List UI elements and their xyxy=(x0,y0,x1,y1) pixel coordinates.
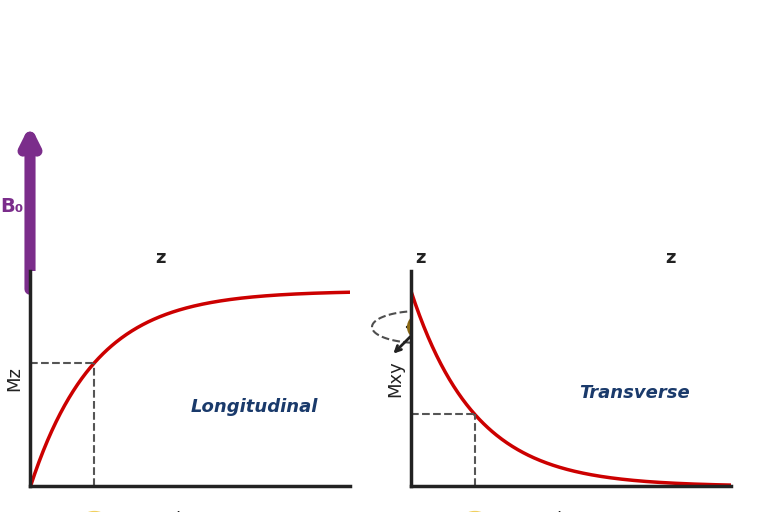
Text: RF pulse: RF pulse xyxy=(205,449,265,463)
Circle shape xyxy=(408,315,432,339)
Polygon shape xyxy=(545,306,583,334)
Text: z: z xyxy=(415,249,425,267)
Text: B₀: B₀ xyxy=(0,198,24,217)
Text: Longitudinal: Longitudinal xyxy=(190,398,318,416)
Y-axis label: Mxy: Mxy xyxy=(386,360,404,397)
X-axis label: time: time xyxy=(550,511,591,512)
Polygon shape xyxy=(295,306,333,334)
Text: M$_z$: M$_z$ xyxy=(629,288,652,307)
Circle shape xyxy=(148,315,172,339)
Text: z: z xyxy=(154,249,165,267)
Text: z: z xyxy=(665,249,675,267)
Y-axis label: Mz: Mz xyxy=(5,367,24,391)
Text: ω=ω₀: ω=ω₀ xyxy=(260,468,300,482)
Text: M$_z$: M$_z$ xyxy=(115,295,138,314)
Circle shape xyxy=(658,315,682,339)
Text: Transverse: Transverse xyxy=(579,385,690,402)
Text: ω₀: ω₀ xyxy=(180,281,197,295)
Text: M$_{xy}$: M$_{xy}$ xyxy=(675,341,705,361)
X-axis label: time: time xyxy=(170,511,211,512)
Text: M$_{xy}$: M$_{xy}$ xyxy=(427,341,457,361)
